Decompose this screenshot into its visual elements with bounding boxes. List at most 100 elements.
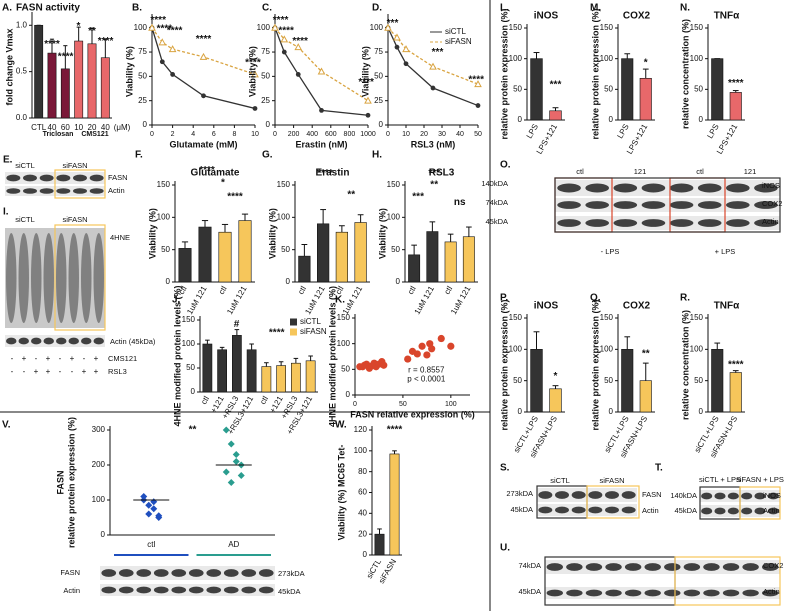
blot-band <box>557 219 581 227</box>
panel-label: L. <box>500 3 509 14</box>
chart-title: TNFα <box>714 301 740 312</box>
blot-band <box>81 337 92 345</box>
blot-band <box>624 589 642 597</box>
x-tick-label: 600 <box>325 131 337 138</box>
blot-band <box>742 589 759 597</box>
treatment-sign: + <box>22 354 27 363</box>
marker <box>158 38 167 46</box>
blot-band <box>118 586 134 594</box>
blot-band <box>153 586 169 594</box>
annotation: *** <box>387 18 399 29</box>
blot-band <box>68 337 79 345</box>
y-tick-label: 100 <box>337 339 351 348</box>
panel-label: U. <box>500 543 510 554</box>
blot-frame <box>54 169 106 199</box>
blot-label: COX2 <box>763 561 783 570</box>
y-tick-label: 0 <box>699 407 704 416</box>
x-tick-label: ctl <box>147 540 155 549</box>
annotation: **** <box>167 25 183 36</box>
x-tick-label: 20 <box>420 131 428 138</box>
blot-label: iNOS <box>762 181 780 190</box>
blot-band <box>557 183 581 193</box>
annotation: ** <box>189 425 197 436</box>
y-tick-label: 300 <box>92 425 106 434</box>
y-axis-label: fold change Vmax <box>4 28 14 105</box>
x-axis-label: Erastin (nM) <box>295 139 347 149</box>
bar <box>621 349 634 413</box>
y-axis-label: Viability (%) <box>147 208 157 259</box>
y-axis-label: Viability (%) <box>360 46 370 97</box>
x-axis-label: Glutamate (mM) <box>169 139 237 149</box>
blot-band <box>43 337 54 345</box>
bar <box>729 372 742 413</box>
blot-label: FASN <box>108 173 128 182</box>
blot-band <box>188 586 204 594</box>
blot-band <box>664 589 681 597</box>
legend-label: siFASN <box>300 327 327 336</box>
blot-label: siCTL <box>15 215 35 224</box>
annotation: **** <box>728 78 744 89</box>
panel-label: A. <box>2 3 12 14</box>
point <box>413 350 421 358</box>
y-tick-label: 50 <box>513 376 522 385</box>
x-tick-label: 40 <box>48 123 57 132</box>
chart-title: iNOS <box>534 11 559 22</box>
blot-band <box>703 589 720 597</box>
x-tick-label: 30 <box>438 131 446 138</box>
x-tick-label: 4 <box>191 131 195 138</box>
marker <box>168 45 177 53</box>
blot-band <box>571 506 586 514</box>
annotation: **** <box>292 36 308 47</box>
annotation: # <box>234 319 240 330</box>
y-tick-label: 150 <box>600 313 614 322</box>
y-tick-label: 150 <box>690 313 704 322</box>
blot-band <box>171 586 187 594</box>
group-label: CMS121 <box>81 131 108 138</box>
x-tick-label: ctl <box>177 284 189 296</box>
y-axis-label: Viability (%) <box>267 208 277 259</box>
x-tick-label: 1uM 121 <box>185 284 209 316</box>
bar <box>34 24 44 119</box>
marker <box>403 61 409 67</box>
bar <box>462 236 475 283</box>
bar <box>291 362 301 393</box>
blot-label: 121 <box>634 167 647 176</box>
blot-band <box>613 219 638 227</box>
y-axis-label: 4HNE modified protein levels (%) <box>172 285 182 426</box>
blot-band <box>697 219 722 227</box>
treatment-sign: + <box>94 354 99 363</box>
blot-label: Actin <box>763 506 780 515</box>
blot-label: Actin <box>63 586 80 595</box>
annotation: *** <box>550 80 562 91</box>
bar <box>74 40 84 119</box>
bar <box>444 241 457 283</box>
blot-label: 140kDA <box>670 491 697 500</box>
y-tick-label: 50 <box>694 84 703 93</box>
point <box>222 468 230 476</box>
chart-title: FASN activity <box>16 3 80 14</box>
blot-band <box>605 491 619 499</box>
panel-label: F. <box>135 150 143 161</box>
panel-label: R. <box>680 293 690 304</box>
bar <box>426 231 439 283</box>
blot-band <box>726 183 750 193</box>
point <box>222 426 230 434</box>
blot-band <box>585 589 603 597</box>
bar <box>317 223 330 283</box>
blot-band <box>726 201 750 209</box>
blot-strip <box>545 587 780 599</box>
annotation: ** <box>430 180 438 191</box>
blot-band <box>136 586 152 594</box>
blot-band <box>223 586 239 594</box>
blot-band <box>6 188 21 194</box>
annotation: **** <box>44 39 60 50</box>
y-axis-label: relative concentration (%) <box>680 310 690 420</box>
y-tick-label: 100 <box>509 344 523 353</box>
x-tick-label: 1uM 121 <box>225 284 249 316</box>
marker <box>317 67 326 75</box>
panel-label: C. <box>262 3 272 14</box>
blot-band <box>727 507 739 515</box>
annotation: * <box>76 21 80 32</box>
blot-label: 74kDA <box>518 561 541 570</box>
y-tick-label: 150 <box>182 315 196 324</box>
